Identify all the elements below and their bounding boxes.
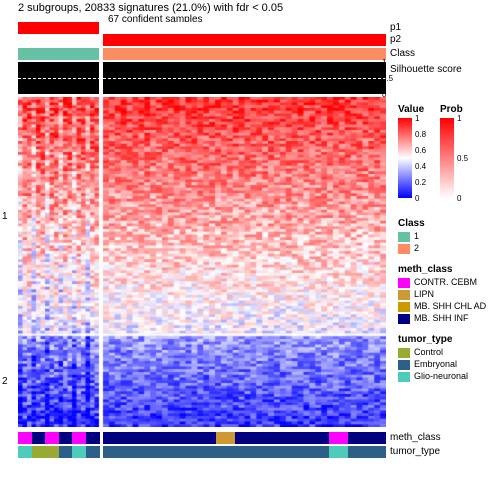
meth-legend-item: MB. SHH INF — [414, 313, 469, 323]
p2-bar-left — [18, 34, 99, 46]
meth-class-bar-cell — [311, 432, 330, 444]
p1-bar-right — [103, 22, 386, 34]
tumor-type-bar-cell — [235, 446, 254, 458]
tumor-type-bar-cell — [18, 446, 32, 458]
row-group-2-label: 2 — [2, 376, 8, 387]
value-tick: 0.4 — [415, 162, 426, 171]
meth-class-bar-cell — [160, 432, 179, 444]
silhouette-tick: 1 — [382, 58, 386, 67]
meth-class-bar-cell — [329, 432, 348, 444]
tumor-type-bar-cell — [59, 446, 73, 458]
meth-class-bar-cell — [216, 432, 235, 444]
tumor-legend-item: Glio-neuronal — [414, 371, 468, 381]
class-bar-left — [18, 48, 99, 60]
tumor-type-bar-cell — [178, 446, 197, 458]
meth-class-bar-cell — [235, 432, 254, 444]
meth-class-bar-cell — [141, 432, 160, 444]
value-legend-title: Value — [398, 104, 424, 115]
meth-class-bar-cell — [292, 432, 311, 444]
tumor-legend-item: Embryonal — [414, 359, 457, 369]
value-tick: 0.6 — [415, 146, 426, 155]
meth-legend-title: meth_class — [398, 264, 452, 275]
tumor-type-bar-cell — [329, 446, 348, 458]
meth-class-bar-cell — [45, 432, 59, 444]
tumor-type-bar-cell — [103, 446, 122, 458]
tumor-type-bar-cell — [45, 446, 59, 458]
silhouette-label: Silhouette score — [390, 64, 462, 75]
tumor-type-bar-cell — [273, 446, 292, 458]
tumor-type-bar-cell — [72, 446, 86, 458]
value-tick: 0.8 — [415, 130, 426, 139]
class-legend-item: 1 — [414, 231, 419, 241]
tumor-type-bar-cell — [254, 446, 273, 458]
meth-legend-item: CONTR. CEBM — [414, 277, 477, 287]
value-colorbar — [398, 118, 412, 198]
tumor-legend-swatch — [398, 348, 410, 358]
tumor-type-bar-cell — [141, 446, 160, 458]
meth-class-bar-cell — [32, 432, 46, 444]
tumor-type-bar-cell — [348, 446, 367, 458]
meth-legend-swatch — [398, 290, 410, 300]
meth-legend-swatch — [398, 302, 410, 312]
tumor-type-bar-label: tumor_type — [390, 446, 440, 457]
meth-class-bar-cell — [367, 432, 386, 444]
meth-legend-item: LIPN — [414, 289, 434, 299]
prob-colorbar — [440, 118, 454, 198]
tumor-type-bar-cell — [216, 446, 235, 458]
value-tick: 0 — [415, 194, 419, 203]
title-line-1: 2 subgroups, 20833 signatures (21.0%) wi… — [18, 2, 283, 14]
silhouette-midline — [18, 78, 386, 79]
p2-bar-label: p2 — [390, 34, 401, 45]
tumor-legend-item: Control — [414, 347, 443, 357]
p1-bar-left — [18, 22, 99, 34]
heatmap-body — [18, 97, 386, 427]
tumor-legend-swatch — [398, 360, 410, 370]
meth-class-bar-cell — [103, 432, 122, 444]
tumor-legend-title: tumor_type — [398, 334, 452, 345]
p1-bar-label: p1 — [390, 22, 401, 33]
meth-class-bar-cell — [86, 432, 100, 444]
meth-legend-swatch — [398, 278, 410, 288]
class-bar-label: Class — [390, 48, 415, 59]
meth-class-bar-cell — [254, 432, 273, 444]
tumor-type-bar-cell — [367, 446, 386, 458]
prob-tick: 1 — [457, 114, 461, 123]
meth-class-bar-label: meth_class — [390, 432, 441, 443]
consensus-heatmap-figure: 2 subgroups, 20833 signatures (21.0%) wi… — [0, 0, 504, 504]
tumor-type-bar-cell — [122, 446, 141, 458]
meth-legend-swatch — [398, 314, 410, 324]
row-group-1-label: 1 — [2, 211, 8, 222]
tumor-type-bar-cell — [32, 446, 46, 458]
class-legend-swatch — [398, 232, 410, 242]
tumor-type-bar-cell — [197, 446, 216, 458]
tumor-legend-swatch — [398, 372, 410, 382]
tumor-type-bar-cell — [86, 446, 100, 458]
value-tick: 0.2 — [415, 178, 426, 187]
meth-class-bar-cell — [122, 432, 141, 444]
p2-bar-right — [103, 34, 386, 46]
class-legend-item: 2 — [414, 243, 419, 253]
value-tick: 1 — [415, 114, 419, 123]
prob-tick: 0 — [457, 194, 461, 203]
meth-class-bar-cell — [178, 432, 197, 444]
silhouette-tick: 0.5 — [382, 74, 393, 83]
tumor-type-bar-cell — [160, 446, 179, 458]
meth-class-bar-cell — [18, 432, 32, 444]
meth-class-bar-cell — [348, 432, 367, 444]
prob-tick: 0.5 — [457, 154, 468, 163]
meth-class-bar-cell — [197, 432, 216, 444]
meth-legend-item: MB. SHH CHL AD — [414, 301, 486, 311]
class-bar-right — [103, 48, 386, 60]
tumor-type-bar-cell — [292, 446, 311, 458]
meth-class-bar-cell — [273, 432, 292, 444]
class-legend-title: Class — [398, 218, 425, 229]
class-legend-swatch — [398, 244, 410, 254]
tumor-type-bar-cell — [311, 446, 330, 458]
meth-class-bar-cell — [59, 432, 73, 444]
meth-class-bar-cell — [72, 432, 86, 444]
